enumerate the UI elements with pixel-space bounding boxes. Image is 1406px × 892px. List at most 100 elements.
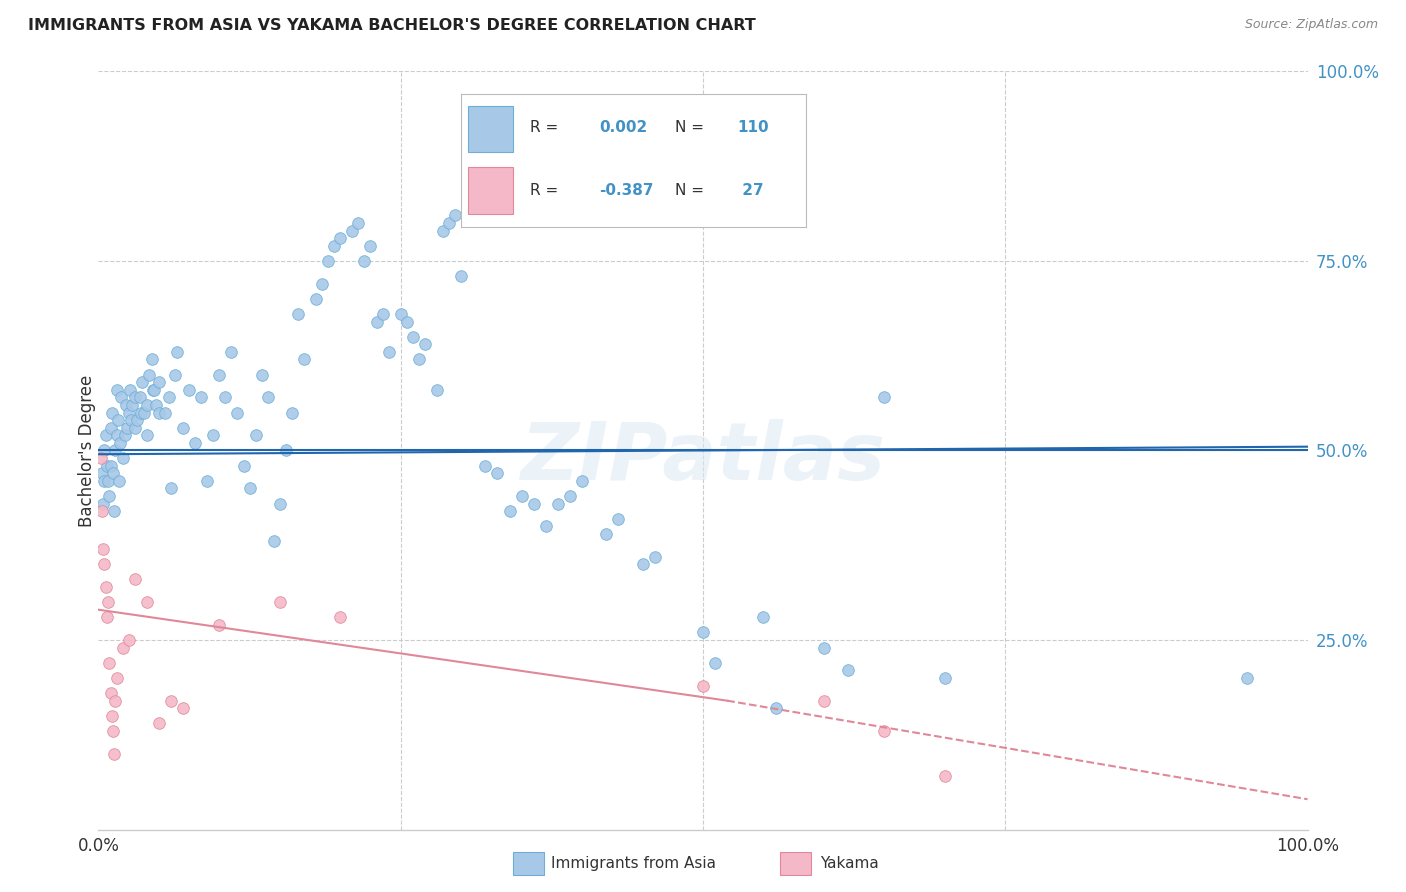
Point [105,428,128,442]
Point [377,344,399,359]
Point [269,496,291,510]
Point [934,671,956,685]
Point [160,482,183,496]
Point [101,724,124,739]
Point [292,352,315,367]
Point [692,678,714,692]
Point [256,391,278,405]
Point [93,557,115,572]
Point [287,307,309,321]
Point [100,458,122,473]
Point [148,376,170,390]
Point [93,474,115,488]
Point [450,269,472,284]
Point [153,405,176,420]
Point [316,253,339,268]
Point [432,223,454,237]
Point [498,504,520,518]
Point [148,405,170,420]
Point [692,625,714,640]
Point [202,428,225,442]
Point [127,413,149,427]
Point [934,769,956,784]
Point [395,315,418,329]
Point [510,489,533,503]
Point [208,368,231,382]
Point [105,383,128,397]
Point [232,458,254,473]
Point [245,428,267,442]
Point [263,534,285,549]
Point [305,292,328,306]
Point [163,368,186,382]
Point [135,595,157,609]
Point [91,496,114,510]
Point [118,633,141,648]
Point [704,656,727,670]
Point [134,405,156,420]
Point [98,656,121,670]
Point [129,405,152,420]
Point [145,398,167,412]
Point [104,694,127,708]
Point [101,466,124,480]
Point [104,443,127,458]
Point [221,344,243,359]
Point [413,337,436,351]
Point [873,391,896,405]
Point [226,405,249,420]
Point [120,413,142,427]
Point [172,421,194,435]
Text: Immigrants from Asia: Immigrants from Asia [551,856,716,871]
Point [90,451,112,466]
Point [813,694,835,708]
Point [752,610,775,624]
Point [110,391,132,405]
Point [474,458,496,473]
Point [360,238,382,253]
Point [444,209,467,223]
Point [97,595,120,609]
Point [644,549,666,564]
Point [94,580,117,594]
Point [124,391,146,405]
Point [547,496,569,510]
Point [124,573,146,587]
Point [631,557,654,572]
Point [100,405,122,420]
Point [190,391,212,405]
Point [108,436,131,450]
Point [371,307,394,321]
Point [408,352,430,367]
Point [281,405,304,420]
Point [103,504,125,518]
Point [184,436,207,450]
Point [1236,671,1258,685]
Point [813,640,835,655]
Point [157,391,180,405]
Point [93,443,115,458]
Point [523,496,546,510]
Point [124,421,146,435]
Point [402,330,425,344]
Text: Yakama: Yakama [820,856,879,871]
Point [208,617,231,632]
Text: Source: ZipAtlas.com: Source: ZipAtlas.com [1244,18,1378,31]
Y-axis label: Bachelor's Degree: Bachelor's Degree [79,375,96,526]
Point [96,610,118,624]
Point [437,216,460,230]
Point [117,421,139,435]
Point [595,526,617,541]
Point [103,747,125,761]
Text: IMMIGRANTS FROM ASIA VS YAKAMA BACHELOR'S DEGREE CORRELATION CHART: IMMIGRANTS FROM ASIA VS YAKAMA BACHELOR'… [28,18,756,33]
Point [195,474,218,488]
Point [534,519,557,533]
Point [486,466,509,480]
Point [347,216,370,230]
Point [135,398,157,412]
Point [269,595,291,609]
Point [94,428,117,442]
Point [111,640,134,655]
Point [142,383,165,397]
Point [141,352,163,367]
